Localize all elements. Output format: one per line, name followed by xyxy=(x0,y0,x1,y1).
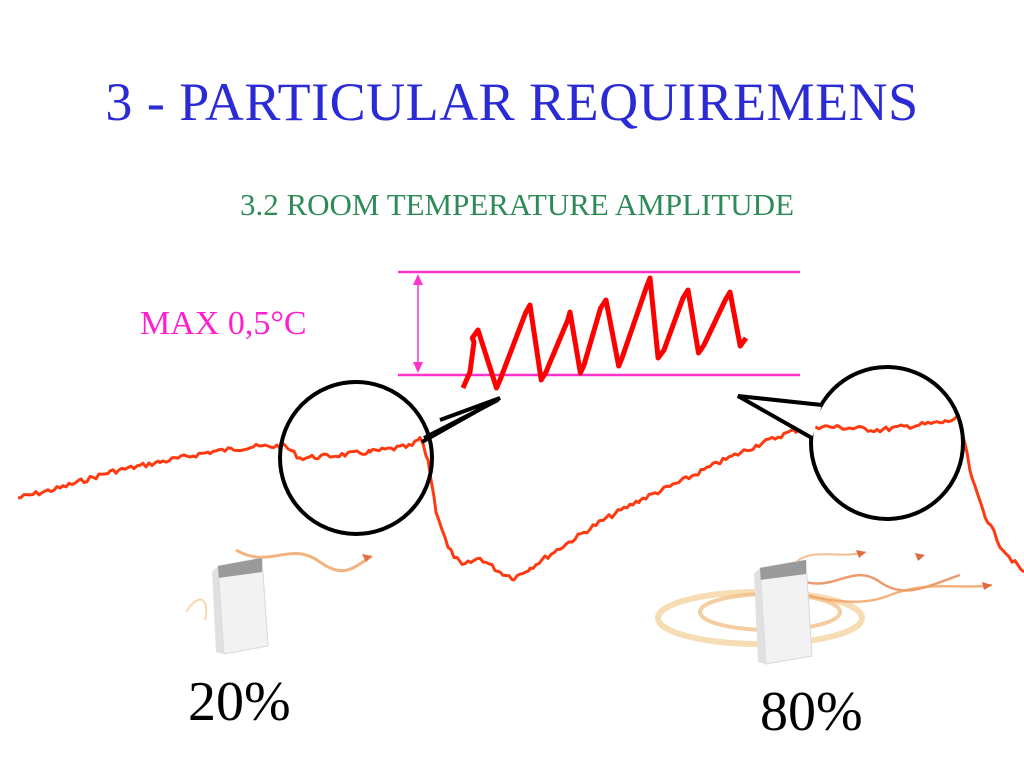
radiator-icon-left xyxy=(185,548,373,655)
slide-subtitle: 3.2 ROOM TEMPERATURE AMPLITUDE xyxy=(239,187,795,222)
zoom-circle-icon-left xyxy=(278,380,501,536)
zoom-circle-icon-right xyxy=(737,365,965,521)
amplitude-arrow xyxy=(413,274,423,373)
room-temperature-trace xyxy=(17,414,1024,582)
slide-title: 3 - PARTICULAR REQUIREMENS xyxy=(105,72,919,132)
amplitude-label: MAX 0,5°C xyxy=(140,305,307,342)
low-setting-label: 20% xyxy=(188,671,291,733)
zoomed-oscillation-trace xyxy=(460,275,749,391)
high-setting-label: 80% xyxy=(760,681,863,743)
radiator-icon-right xyxy=(655,550,993,665)
